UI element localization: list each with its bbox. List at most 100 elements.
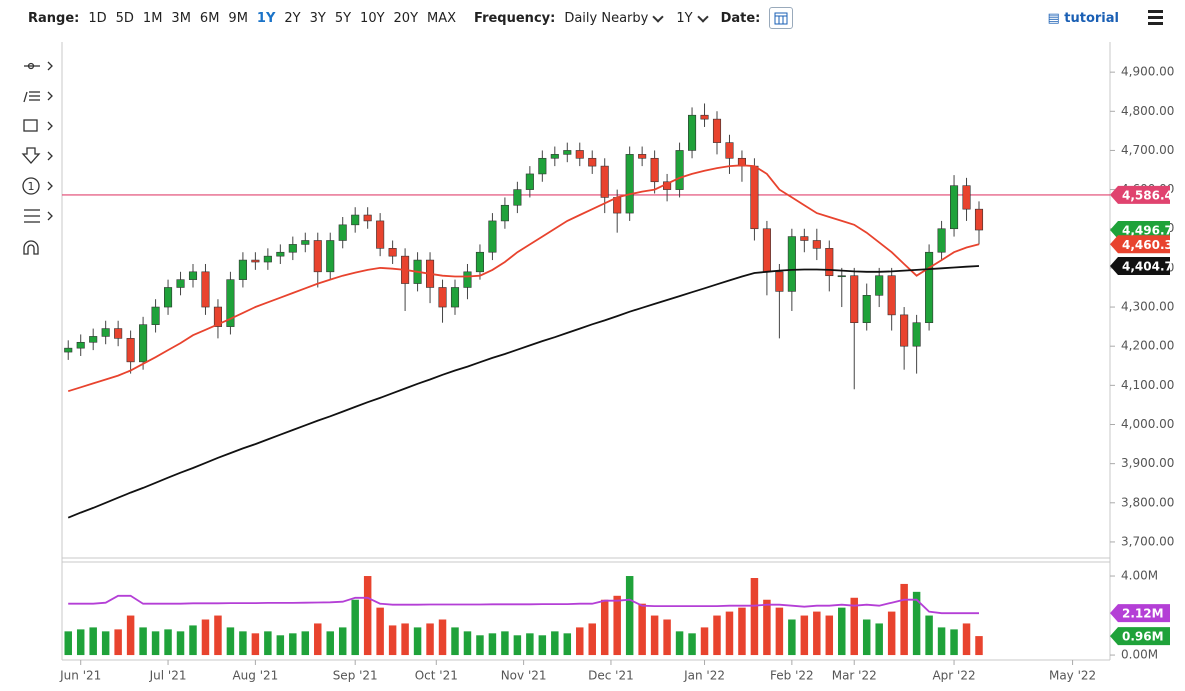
candle-body — [925, 251, 934, 324]
candle-body — [588, 157, 597, 167]
volume-bar — [738, 607, 746, 656]
volume-bar — [638, 603, 646, 656]
candle-body — [326, 240, 335, 273]
range-option[interactable]: 1D — [88, 10, 107, 26]
range-label: Range: — [28, 10, 80, 26]
volume-bar — [900, 583, 908, 656]
y-tick-label: 4,100.00 — [1121, 378, 1174, 392]
drawing-tools[interactable] — [21, 61, 53, 255]
volume-bar — [126, 615, 135, 656]
volume-bar — [488, 633, 497, 656]
volume-bar — [588, 623, 596, 656]
y-tick-label: 4.00M — [1121, 569, 1158, 583]
price-tag-label: 4,586.40 — [1122, 188, 1181, 202]
calendar-button[interactable] — [769, 7, 794, 29]
candle-body — [89, 336, 98, 343]
range-option[interactable]: 5D — [115, 10, 134, 26]
x-tick-label: Sep '21 — [333, 669, 378, 683]
range-option[interactable]: 1Y — [256, 10, 276, 26]
range-option[interactable]: MAX — [427, 10, 457, 26]
candle-body — [488, 220, 497, 253]
range-option[interactable]: 1M — [142, 10, 163, 26]
volume-bar — [438, 619, 447, 656]
toolbar: Range: 1D 5D 1M 3M 6M 9M 1Y 2Y 3Y 5Y 10Y 20Y MAX Fre… — [0, 0, 1185, 36]
volume-bar — [463, 631, 472, 656]
period-select[interactable]: 1Y — [676, 10, 693, 26]
volume-bar — [925, 615, 933, 656]
volume-bar — [388, 625, 397, 656]
range-option[interactable]: 3M — [171, 10, 191, 26]
range-option[interactable]: 10Y — [360, 10, 385, 26]
candle-body — [376, 220, 385, 249]
candle-body — [750, 165, 759, 230]
candle-body — [126, 338, 135, 363]
y-tick-label: 0.00M — [1121, 648, 1158, 662]
candle-body — [213, 306, 222, 327]
price-tag — [1110, 257, 1170, 276]
tool-number[interactable]: 1 — [28, 180, 35, 193]
tutorial-text[interactable]: tutorial — [1064, 10, 1119, 26]
volume-bar — [775, 607, 784, 656]
volume-bar — [513, 635, 522, 656]
volume-bar — [813, 611, 821, 656]
volume-bar — [264, 631, 272, 656]
frequency-select[interactable]: Daily Nearby — [564, 10, 649, 26]
volume-bar — [476, 635, 484, 656]
y-tick-label: 4,900.00 — [1121, 65, 1174, 79]
volume-bar — [251, 633, 260, 656]
x-tick-label: Oct '21 — [415, 669, 458, 683]
tutorial-link[interactable]: ▤ tutorial — [1047, 10, 1119, 26]
volume-bar — [226, 627, 235, 656]
x-tick-label: Jan '22 — [683, 669, 725, 683]
menu-button[interactable] — [1148, 10, 1163, 28]
candle-body — [912, 322, 921, 347]
candle-body — [575, 150, 584, 159]
volume-bar — [451, 627, 459, 656]
range-option[interactable]: 2Y — [284, 10, 301, 26]
candle-body — [176, 279, 185, 288]
candle-body — [550, 154, 559, 159]
volume-bar — [76, 629, 85, 656]
range-option[interactable]: 5Y — [334, 10, 352, 26]
volume-bar — [114, 629, 122, 656]
volume-bar — [164, 629, 172, 656]
candle-body — [151, 306, 160, 325]
volume-bar — [825, 615, 834, 656]
price-tag — [1110, 185, 1170, 204]
x-tick-label: Jun '21 — [59, 669, 101, 683]
frequency-label: Frequency: — [474, 10, 556, 26]
volume-bar — [788, 619, 796, 656]
volume-bar — [875, 623, 883, 656]
volume-bar — [139, 627, 147, 656]
candle-body — [438, 287, 447, 308]
y-tick-label: 3,900.00 — [1121, 456, 1174, 470]
volume-bar — [800, 615, 809, 656]
candle-body — [301, 240, 310, 245]
volume-bar — [426, 623, 434, 656]
y-tick-label: 4,200.00 — [1121, 339, 1174, 353]
candle-body — [188, 271, 198, 280]
candle-body — [251, 259, 260, 263]
y-tick-label: 4,000.00 — [1121, 417, 1174, 431]
volume-bar — [700, 627, 709, 656]
candle-body — [825, 248, 834, 277]
volume-bar — [937, 627, 946, 656]
candle-body — [450, 287, 460, 308]
volume-bar — [176, 631, 185, 656]
volume-bar — [413, 627, 422, 656]
candle-body — [862, 295, 871, 324]
volume-bar — [600, 599, 609, 656]
range-option[interactable]: 3Y — [309, 10, 326, 26]
range-option[interactable]: 9M — [228, 10, 248, 26]
y-tick-label: 3,800.00 — [1121, 495, 1174, 509]
candle-body — [875, 275, 884, 296]
volume-bar — [276, 635, 285, 656]
candle-body — [974, 208, 984, 231]
candle-body — [338, 224, 347, 241]
range-option[interactable]: 6M — [199, 10, 220, 26]
price-tag — [1110, 221, 1170, 240]
range-option[interactable]: 20Y — [393, 10, 419, 26]
volume-bar — [301, 631, 310, 656]
volume-bar — [376, 607, 384, 656]
